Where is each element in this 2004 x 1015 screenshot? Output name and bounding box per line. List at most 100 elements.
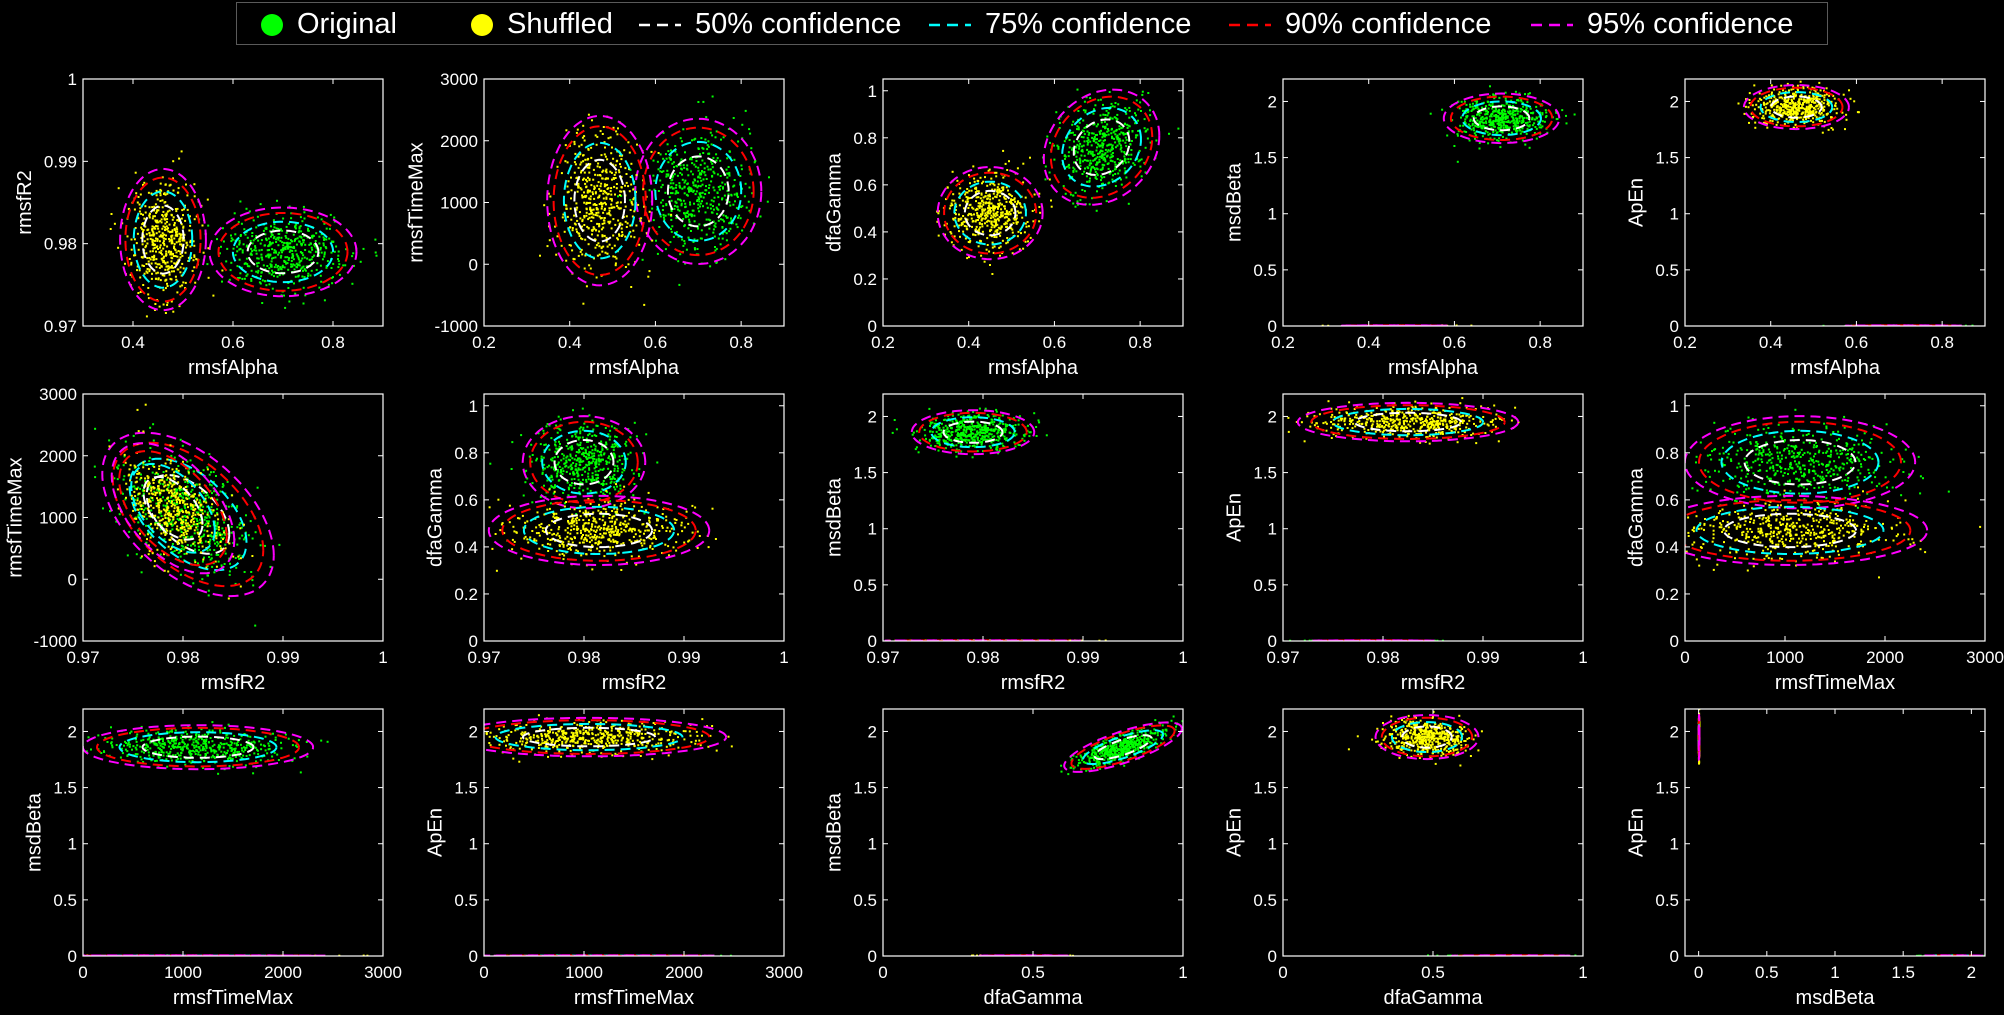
data-point	[592, 193, 594, 196]
data-point	[1122, 131, 1125, 134]
data-point	[1085, 159, 1088, 162]
data-point	[690, 170, 693, 173]
data-point	[1023, 231, 1026, 234]
data-point	[185, 183, 187, 186]
data-point	[155, 225, 157, 228]
data-point	[327, 283, 330, 286]
data-point	[185, 246, 187, 249]
data-point	[288, 205, 291, 208]
data-point	[1530, 112, 1533, 114]
data-point	[695, 160, 698, 162]
data-point	[1009, 223, 1012, 226]
data-point	[602, 202, 605, 205]
data-point	[733, 193, 736, 196]
data-point	[1485, 122, 1488, 125]
data-point	[1103, 135, 1106, 138]
data-point	[155, 194, 158, 197]
data-point	[602, 197, 605, 200]
data-point	[667, 161, 670, 164]
data-point	[1135, 134, 1138, 137]
data-point	[1096, 156, 1099, 159]
data-point	[306, 257, 309, 260]
data-point	[981, 223, 984, 226]
data-point	[709, 207, 712, 210]
data-point	[1794, 102, 1797, 105]
data-point	[1819, 105, 1822, 108]
data-point	[969, 239, 972, 242]
data-point	[998, 216, 1001, 219]
data-point	[287, 268, 290, 271]
data-point	[617, 195, 619, 198]
data-point	[1000, 208, 1003, 211]
x-tick-label: 0.4	[121, 333, 145, 352]
data-point	[1487, 111, 1489, 113]
data-point	[180, 223, 183, 226]
data-point	[160, 218, 163, 221]
data-point	[620, 235, 623, 237]
data-point	[579, 217, 582, 220]
data-point	[1457, 100, 1460, 103]
data-point	[657, 168, 660, 171]
data-point	[1814, 114, 1817, 117]
data-point	[1783, 99, 1786, 102]
data-point	[578, 211, 581, 214]
data-point	[1067, 155, 1070, 158]
data-point	[1835, 112, 1838, 115]
data-point	[1077, 126, 1080, 129]
data-point	[280, 236, 283, 239]
data-point	[748, 128, 751, 131]
data-point	[164, 312, 167, 314]
data-point	[151, 243, 154, 246]
data-point	[1020, 205, 1023, 208]
data-point	[591, 119, 593, 122]
data-point	[1099, 168, 1102, 171]
data-point	[976, 214, 979, 217]
data-point	[168, 240, 171, 243]
data-point	[1804, 111, 1807, 114]
data-point	[170, 236, 173, 239]
data-point	[130, 248, 133, 251]
data-point	[212, 294, 215, 297]
data-point	[136, 232, 139, 235]
data-point	[320, 251, 323, 254]
data-point	[688, 220, 691, 223]
data-point	[1108, 172, 1111, 175]
data-point	[547, 192, 550, 195]
data-point	[991, 197, 994, 200]
data-point	[1790, 88, 1793, 91]
y-tick-label: -1000	[435, 317, 478, 336]
data-point	[992, 192, 995, 195]
data-point	[1816, 98, 1819, 100]
data-point	[1520, 99, 1522, 102]
data-point	[988, 250, 991, 253]
data-point	[256, 265, 259, 268]
data-point	[1827, 128, 1830, 131]
data-point	[1100, 144, 1102, 147]
data-point	[288, 257, 290, 260]
data-point	[610, 203, 613, 206]
data-point	[1141, 93, 1144, 96]
data-point	[154, 303, 157, 305]
data-point	[323, 237, 326, 240]
data-point	[699, 202, 702, 205]
data-point	[1117, 140, 1120, 143]
data-point	[977, 245, 980, 248]
data-point	[1502, 114, 1505, 117]
data-point	[1821, 107, 1824, 110]
data-point	[1507, 119, 1510, 122]
data-point	[1518, 128, 1521, 131]
legend-label: Original	[297, 8, 397, 40]
data-point	[1114, 133, 1117, 136]
data-point	[678, 182, 681, 185]
data-point	[1502, 108, 1505, 111]
data-point	[1011, 228, 1014, 231]
data-point	[292, 263, 295, 266]
data-point	[331, 282, 334, 285]
data-point	[287, 287, 290, 289]
data-point	[988, 201, 991, 204]
data-point	[966, 257, 969, 260]
data-point	[145, 263, 148, 265]
data-point	[193, 218, 196, 221]
data-point	[1489, 118, 1492, 121]
data-point	[972, 233, 975, 236]
